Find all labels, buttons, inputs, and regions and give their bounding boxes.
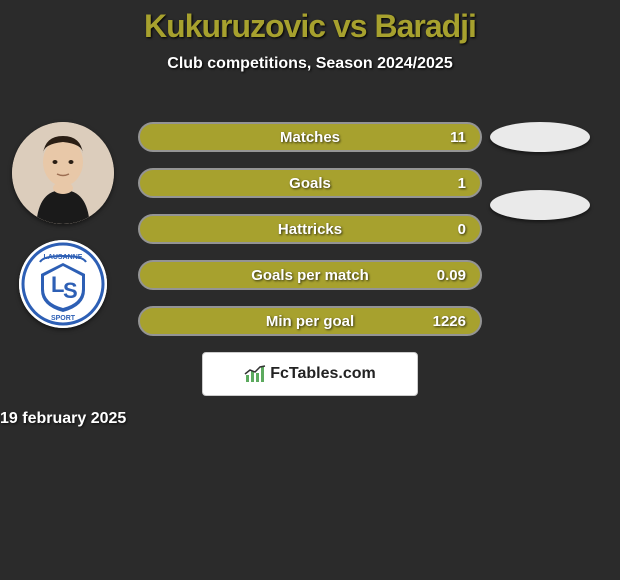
player-avatar xyxy=(12,122,114,224)
comparison-marker-column xyxy=(490,122,605,220)
stat-label: Goals xyxy=(289,175,331,192)
player-column: LAUSANNE SPORT L S xyxy=(8,122,118,328)
brand-text: FcTables.com xyxy=(270,365,376,383)
svg-text:S: S xyxy=(63,278,78,303)
page-title: Kukuruzovic vs Baradji xyxy=(0,8,620,45)
club-badge: LAUSANNE SPORT L S xyxy=(19,240,107,328)
stat-row: Goals 1 xyxy=(138,168,482,198)
stat-row: Min per goal 1226 xyxy=(138,306,482,336)
stats-list: Matches 11 Goals 1 Hattricks 0 Goals per… xyxy=(138,122,482,336)
stat-value: 0 xyxy=(458,221,466,238)
stat-value: 0.09 xyxy=(437,267,466,284)
stat-value: 1226 xyxy=(433,313,466,330)
page-subtitle: Club competitions, Season 2024/2025 xyxy=(0,55,620,73)
stat-label: Hattricks xyxy=(278,221,342,238)
svg-text:LAUSANNE: LAUSANNE xyxy=(44,254,83,261)
svg-text:SPORT: SPORT xyxy=(51,315,76,322)
stat-label: Min per goal xyxy=(266,313,354,330)
stat-row: Goals per match 0.09 xyxy=(138,260,482,290)
comparison-marker xyxy=(490,190,590,220)
stat-row: Matches 11 xyxy=(138,122,482,152)
chart-icon xyxy=(244,364,266,384)
date-label: 19 february 2025 xyxy=(0,410,620,428)
stat-label: Goals per match xyxy=(251,267,369,284)
stat-row: Hattricks 0 xyxy=(138,214,482,244)
stat-value: 1 xyxy=(458,175,466,192)
comparison-marker xyxy=(490,122,590,152)
brand-box[interactable]: FcTables.com xyxy=(202,352,418,396)
stat-value: 11 xyxy=(450,129,466,146)
stat-label: Matches xyxy=(280,129,340,146)
